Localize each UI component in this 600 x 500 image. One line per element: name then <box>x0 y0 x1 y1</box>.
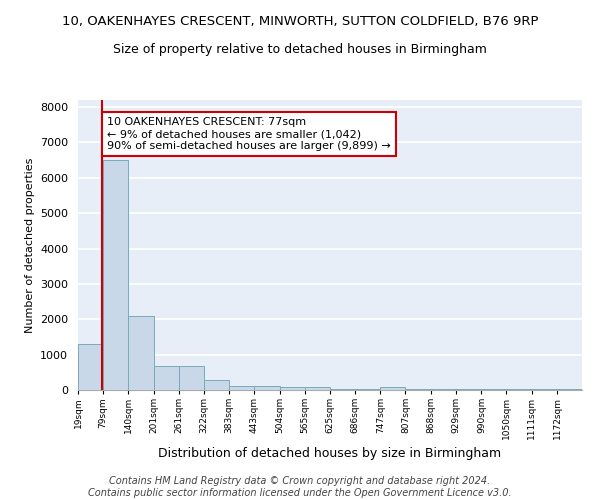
Bar <box>254 386 280 390</box>
Text: Size of property relative to detached houses in Birmingham: Size of property relative to detached ho… <box>113 42 487 56</box>
Bar <box>204 380 229 390</box>
Bar <box>179 366 204 390</box>
Bar <box>103 160 128 390</box>
Bar <box>380 387 406 390</box>
Bar <box>305 387 330 390</box>
Y-axis label: Number of detached properties: Number of detached properties <box>25 158 35 332</box>
Bar <box>229 386 254 390</box>
Text: 10 OAKENHAYES CRESCENT: 77sqm
← 9% of detached houses are smaller (1,042)
90% of: 10 OAKENHAYES CRESCENT: 77sqm ← 9% of de… <box>107 118 391 150</box>
Bar <box>154 366 179 390</box>
Bar <box>280 387 305 390</box>
Bar <box>128 316 154 390</box>
Text: 10, OAKENHAYES CRESCENT, MINWORTH, SUTTON COLDFIELD, B76 9RP: 10, OAKENHAYES CRESCENT, MINWORTH, SUTTO… <box>62 15 538 28</box>
Bar <box>78 344 103 390</box>
X-axis label: Distribution of detached houses by size in Birmingham: Distribution of detached houses by size … <box>158 448 502 460</box>
Text: Contains HM Land Registry data © Crown copyright and database right 2024.
Contai: Contains HM Land Registry data © Crown c… <box>88 476 512 498</box>
